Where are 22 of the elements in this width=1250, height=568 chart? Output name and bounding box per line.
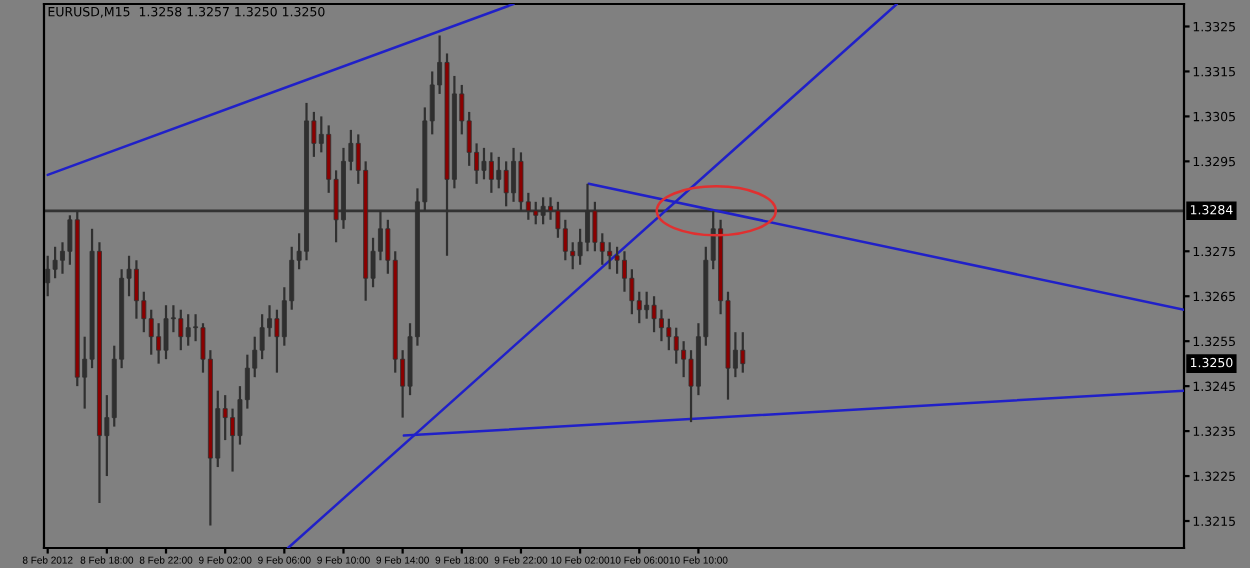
candlestick xyxy=(148,308,154,356)
candlestick xyxy=(481,146,487,181)
candlestick xyxy=(163,304,169,361)
candlestick xyxy=(607,241,613,271)
candlestick xyxy=(274,308,280,374)
candlestick xyxy=(511,146,517,203)
candlestick xyxy=(45,254,51,298)
candlestick xyxy=(740,331,746,374)
candlestick xyxy=(133,259,139,320)
candlestick xyxy=(496,155,502,190)
candlestick xyxy=(488,151,494,194)
candlestick xyxy=(651,295,657,334)
candlestick xyxy=(156,322,162,365)
candlestick xyxy=(622,250,627,293)
candlestick xyxy=(185,313,191,347)
candlestick xyxy=(644,290,650,320)
candlestick xyxy=(681,340,687,379)
candlestick xyxy=(673,326,679,365)
candlestick xyxy=(562,218,568,262)
candlestick xyxy=(178,308,184,352)
candlestick xyxy=(230,407,236,473)
candlestick xyxy=(659,308,664,343)
